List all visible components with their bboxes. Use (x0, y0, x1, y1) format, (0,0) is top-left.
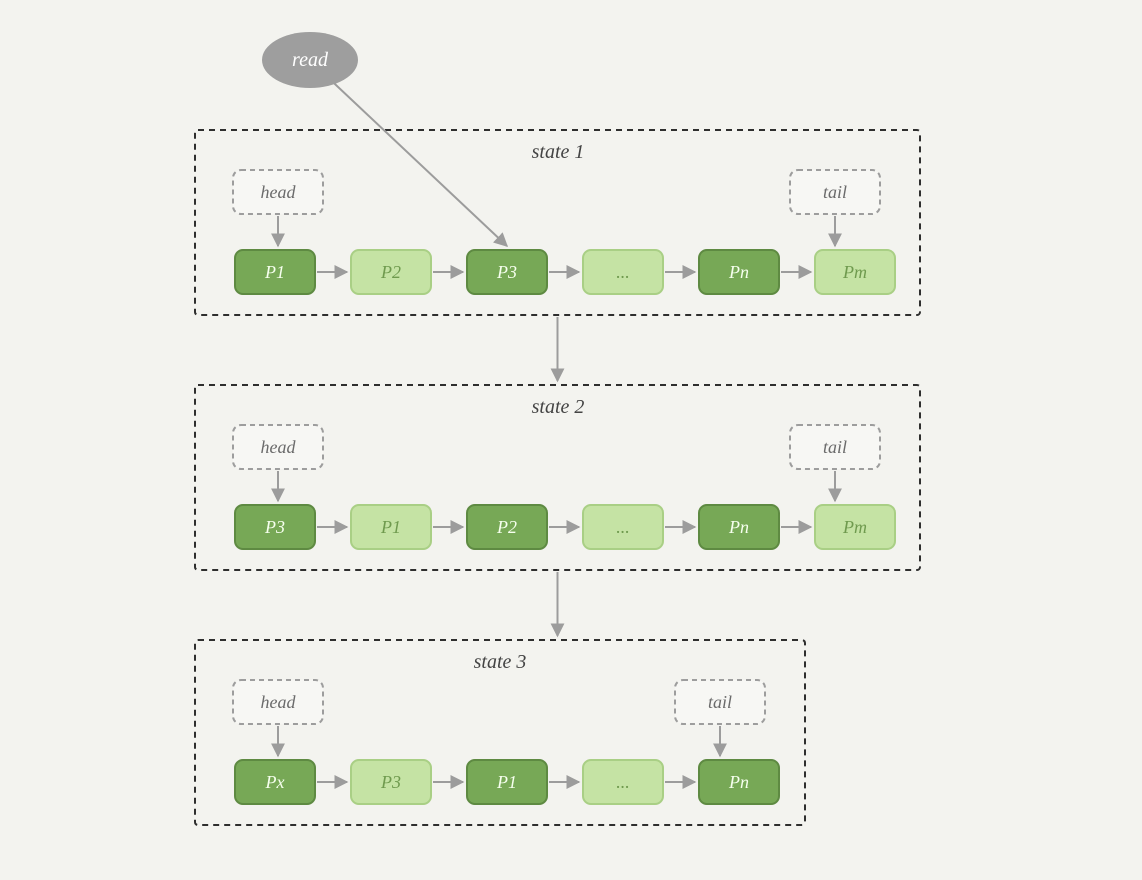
lru-state-diagram: state 1 P1 P2 P3... Pn Pm head tail state 2 P3 P1 P… (0, 0, 1142, 880)
list-node: ... (583, 760, 663, 804)
head-pointer: head (233, 425, 323, 469)
head-pointer-label: head (261, 692, 297, 712)
list-node: P2 (351, 250, 431, 294)
list-node: Pn (699, 505, 779, 549)
list-node-label: P3 (264, 517, 285, 537)
state-title: state 3 (474, 651, 527, 673)
tail-pointer-label: tail (708, 692, 732, 712)
list-node: P1 (351, 505, 431, 549)
list-node: ... (583, 505, 663, 549)
read-label: read (292, 49, 329, 71)
head-pointer: head (233, 680, 323, 724)
head-pointer: head (233, 170, 323, 214)
list-node-label: P1 (264, 262, 285, 282)
list-node-label: Pn (728, 517, 749, 537)
list-node: Pm (815, 250, 895, 294)
tail-pointer-label: tail (823, 437, 847, 457)
list-node-label: Pm (842, 517, 867, 537)
list-node-label: Pn (728, 262, 749, 282)
read-node: read (262, 32, 358, 88)
tail-pointer: tail (790, 170, 880, 214)
list-node-label: Pn (728, 772, 749, 792)
list-node: P2 (467, 505, 547, 549)
list-node-label: ... (616, 517, 630, 537)
list-node-label: Pm (842, 262, 867, 282)
state-title: state 1 (532, 141, 585, 163)
list-node: P3 (351, 760, 431, 804)
tail-pointer: tail (790, 425, 880, 469)
list-node-label: P1 (380, 517, 401, 537)
tail-pointer-label: tail (823, 182, 847, 202)
list-node: ... (583, 250, 663, 294)
list-node: P1 (235, 250, 315, 294)
head-pointer-label: head (261, 437, 297, 457)
list-node: P3 (467, 250, 547, 294)
list-node-label: P2 (380, 262, 401, 282)
head-pointer-label: head (261, 182, 297, 202)
list-node: Pn (699, 760, 779, 804)
state-1: state 1 P1 P2 P3... Pn Pm head tail (195, 130, 920, 315)
list-node-label: P3 (380, 772, 401, 792)
state-title: state 2 (532, 396, 585, 418)
list-node-label: P1 (496, 772, 517, 792)
list-node-label: P3 (496, 262, 517, 282)
list-node: Px (235, 760, 315, 804)
list-node: Pn (699, 250, 779, 294)
list-node-label: ... (616, 772, 630, 792)
read-arrow (334, 83, 507, 246)
list-node: P3 (235, 505, 315, 549)
state-3: state 3 Px P3 P1... Pn head tail (195, 640, 805, 825)
list-node-label: Px (265, 772, 285, 792)
tail-pointer: tail (675, 680, 765, 724)
list-node-label: ... (616, 262, 630, 282)
state-2: state 2 P3 P1 P2... Pn Pm head tail (195, 385, 920, 570)
list-node: Pm (815, 505, 895, 549)
list-node: P1 (467, 760, 547, 804)
list-node-label: P2 (496, 517, 517, 537)
